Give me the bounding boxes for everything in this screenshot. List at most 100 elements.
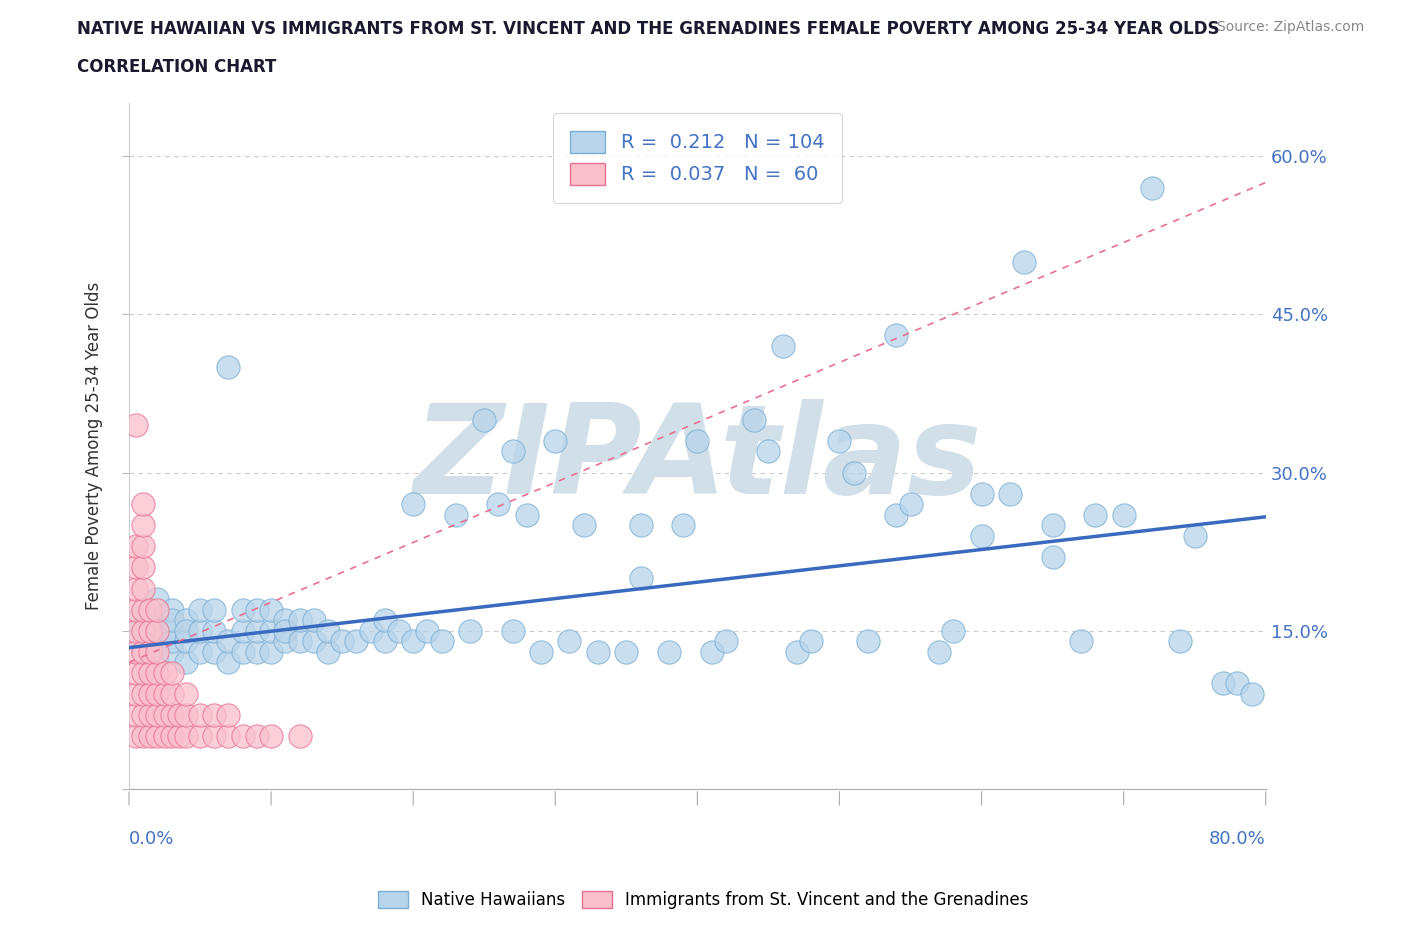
Point bbox=[1070, 634, 1092, 649]
Point bbox=[928, 644, 950, 659]
Point bbox=[202, 623, 225, 638]
Point bbox=[174, 623, 197, 638]
Point bbox=[686, 433, 709, 448]
Point bbox=[139, 644, 162, 659]
Point bbox=[274, 613, 297, 628]
Point bbox=[132, 560, 155, 575]
Point bbox=[139, 686, 162, 701]
Point bbox=[1012, 254, 1035, 269]
Point bbox=[188, 644, 211, 659]
Point bbox=[828, 433, 851, 448]
Point bbox=[139, 603, 162, 618]
Point bbox=[132, 603, 155, 618]
Point bbox=[998, 486, 1021, 501]
Point bbox=[202, 729, 225, 744]
Point bbox=[146, 655, 169, 670]
Legend: Native Hawaiians, Immigrants from St. Vincent and the Grenadines: Native Hawaiians, Immigrants from St. Vi… bbox=[370, 883, 1036, 917]
Point bbox=[572, 518, 595, 533]
Text: CORRELATION CHART: CORRELATION CHART bbox=[77, 58, 277, 75]
Point bbox=[132, 686, 155, 701]
Point bbox=[1170, 634, 1192, 649]
Text: ZIPAtlas: ZIPAtlas bbox=[413, 399, 981, 521]
Point bbox=[274, 634, 297, 649]
Point bbox=[232, 623, 254, 638]
Point bbox=[146, 708, 169, 723]
Point bbox=[132, 603, 155, 618]
Point bbox=[132, 538, 155, 553]
Point bbox=[630, 518, 652, 533]
Point bbox=[742, 412, 765, 427]
Point bbox=[132, 623, 155, 638]
Point bbox=[160, 644, 183, 659]
Y-axis label: Female Poverty Among 25-34 Year Olds: Female Poverty Among 25-34 Year Olds bbox=[86, 282, 103, 610]
Point bbox=[430, 634, 453, 649]
Point bbox=[174, 729, 197, 744]
Point bbox=[217, 360, 239, 375]
Point bbox=[444, 507, 467, 522]
Point bbox=[132, 708, 155, 723]
Point bbox=[160, 686, 183, 701]
Point bbox=[146, 613, 169, 628]
Point bbox=[942, 623, 965, 638]
Point bbox=[700, 644, 723, 659]
Point bbox=[217, 708, 239, 723]
Point bbox=[132, 581, 155, 596]
Text: NATIVE HAWAIIAN VS IMMIGRANTS FROM ST. VINCENT AND THE GRENADINES FEMALE POVERTY: NATIVE HAWAIIAN VS IMMIGRANTS FROM ST. V… bbox=[77, 20, 1220, 38]
Point bbox=[416, 623, 439, 638]
Point bbox=[232, 729, 254, 744]
Point bbox=[125, 581, 148, 596]
Point bbox=[544, 433, 567, 448]
Point bbox=[139, 708, 162, 723]
Text: 80.0%: 80.0% bbox=[1209, 830, 1265, 848]
Point bbox=[388, 623, 411, 638]
Point bbox=[1084, 507, 1107, 522]
Point bbox=[188, 708, 211, 723]
Point bbox=[246, 729, 269, 744]
Point bbox=[160, 666, 183, 681]
Text: 0.0%: 0.0% bbox=[129, 830, 174, 848]
Point bbox=[125, 729, 148, 744]
Point bbox=[1140, 180, 1163, 195]
Point bbox=[174, 613, 197, 628]
Point bbox=[125, 538, 148, 553]
Point bbox=[188, 603, 211, 618]
Point bbox=[1226, 676, 1249, 691]
Point bbox=[132, 623, 155, 638]
Point bbox=[132, 518, 155, 533]
Point bbox=[614, 644, 637, 659]
Point bbox=[139, 623, 162, 638]
Point bbox=[246, 644, 269, 659]
Point bbox=[125, 634, 148, 649]
Point bbox=[160, 708, 183, 723]
Point bbox=[125, 708, 148, 723]
Point bbox=[125, 418, 148, 432]
Point bbox=[884, 328, 907, 343]
Point bbox=[344, 634, 367, 649]
Point bbox=[232, 644, 254, 659]
Point bbox=[232, 603, 254, 618]
Point bbox=[125, 686, 148, 701]
Point bbox=[160, 613, 183, 628]
Point bbox=[786, 644, 808, 659]
Point bbox=[884, 507, 907, 522]
Point bbox=[402, 634, 425, 649]
Point bbox=[146, 634, 169, 649]
Point bbox=[302, 634, 325, 649]
Point bbox=[274, 623, 297, 638]
Point bbox=[202, 603, 225, 618]
Point bbox=[125, 603, 148, 618]
Point bbox=[146, 729, 169, 744]
Point bbox=[714, 634, 737, 649]
Point bbox=[132, 729, 155, 744]
Point bbox=[1212, 676, 1234, 691]
Point bbox=[472, 412, 495, 427]
Point bbox=[260, 729, 283, 744]
Point bbox=[146, 623, 169, 638]
Point bbox=[160, 603, 183, 618]
Point bbox=[202, 644, 225, 659]
Point bbox=[1042, 550, 1064, 565]
Point bbox=[516, 507, 538, 522]
Point bbox=[800, 634, 823, 649]
Point bbox=[167, 729, 190, 744]
Point bbox=[139, 666, 162, 681]
